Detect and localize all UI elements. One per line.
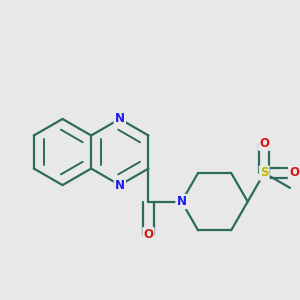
- Text: N: N: [176, 195, 187, 208]
- Text: N: N: [115, 112, 125, 125]
- Text: O: O: [289, 167, 299, 179]
- Text: O: O: [259, 137, 269, 150]
- Text: O: O: [143, 228, 154, 241]
- Text: S: S: [260, 167, 269, 179]
- Text: N: N: [115, 178, 125, 192]
